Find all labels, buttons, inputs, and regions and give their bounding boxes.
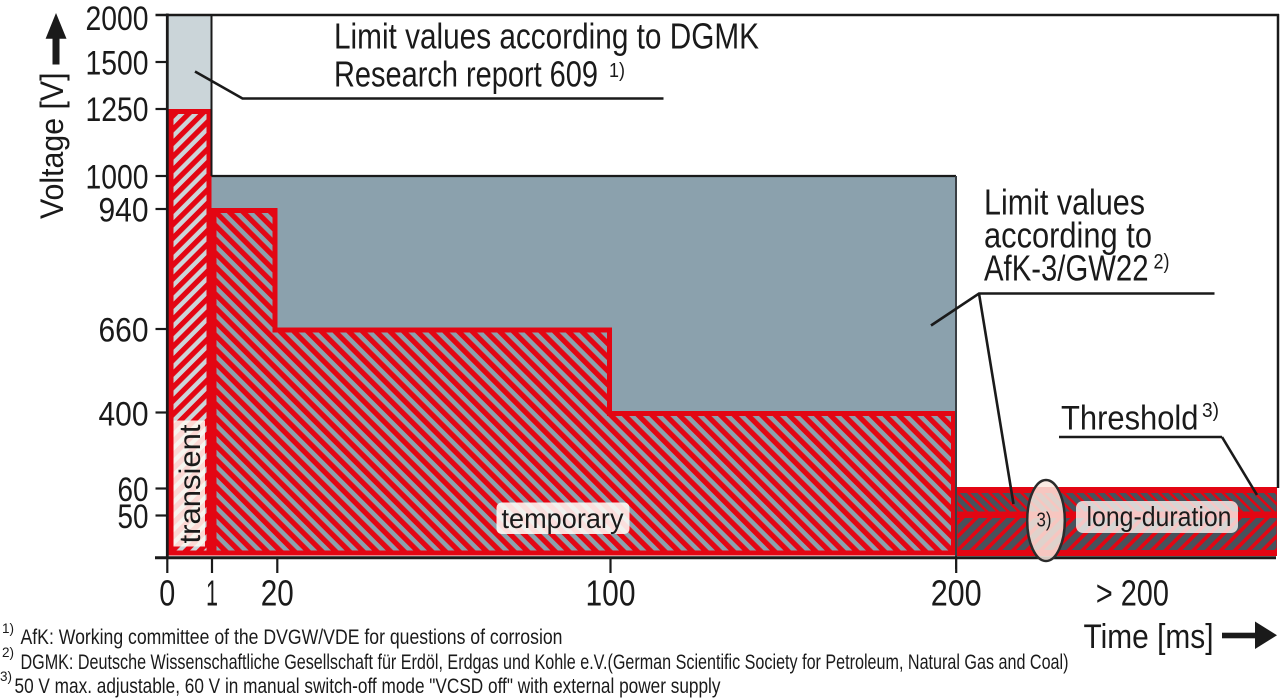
svg-text:Limit values according to DGMK: Limit values according to DGMK (334, 16, 759, 57)
svg-text:Time [ms]: Time [ms] (1084, 618, 1214, 656)
svg-text:1: 1 (206, 573, 218, 614)
svg-text:0: 0 (159, 573, 175, 614)
svg-text:3): 3) (1037, 510, 1052, 532)
svg-text:100: 100 (586, 573, 636, 614)
svg-text:400: 400 (99, 396, 149, 434)
svg-text:> 200: > 200 (1096, 573, 1169, 614)
svg-text:temporary: temporary (502, 503, 624, 534)
svg-text:1): 1) (2, 621, 14, 636)
svg-text:transient: transient (174, 424, 207, 544)
svg-text:Threshold: Threshold (1061, 400, 1199, 438)
svg-text:660: 660 (99, 312, 149, 350)
svg-text:AfK-3/GW22: AfK-3/GW22 (984, 248, 1149, 289)
svg-text:1500: 1500 (86, 45, 149, 83)
svg-text:3): 3) (1202, 400, 1219, 422)
svg-text:Limit values: Limit values (984, 182, 1145, 223)
svg-text:50 V max. adjustable, 60 V in: 50 V max. adjustable, 60 V in manual swi… (15, 675, 721, 698)
svg-text:200: 200 (931, 573, 982, 614)
svg-text:60: 60 (118, 471, 149, 509)
svg-text:according to: according to (984, 215, 1152, 256)
svg-text:long-duration: long-duration (1087, 501, 1232, 532)
svg-text:940: 940 (99, 192, 149, 230)
svg-text:2): 2) (1154, 251, 1170, 274)
svg-text:2000: 2000 (86, 0, 149, 38)
svg-text:20: 20 (261, 573, 294, 614)
svg-text:1): 1) (609, 60, 625, 82)
svg-text:2): 2) (2, 645, 14, 660)
svg-text:50: 50 (118, 498, 149, 536)
svg-text:1250: 1250 (86, 91, 149, 129)
svg-text:Voltage [V]: Voltage [V] (34, 73, 70, 220)
svg-text:1000: 1000 (86, 159, 149, 197)
svg-text:AfK: Working committee of the: AfK: Working committee of the DVGW/VDE f… (21, 626, 563, 649)
svg-text:DGMK: Deutsche Wissenschaftlic: DGMK: Deutsche Wissenschaftliche Gesells… (21, 651, 1069, 674)
svg-text:Research report 609: Research report 609 (334, 54, 598, 95)
svg-text:3): 3) (0, 669, 12, 684)
